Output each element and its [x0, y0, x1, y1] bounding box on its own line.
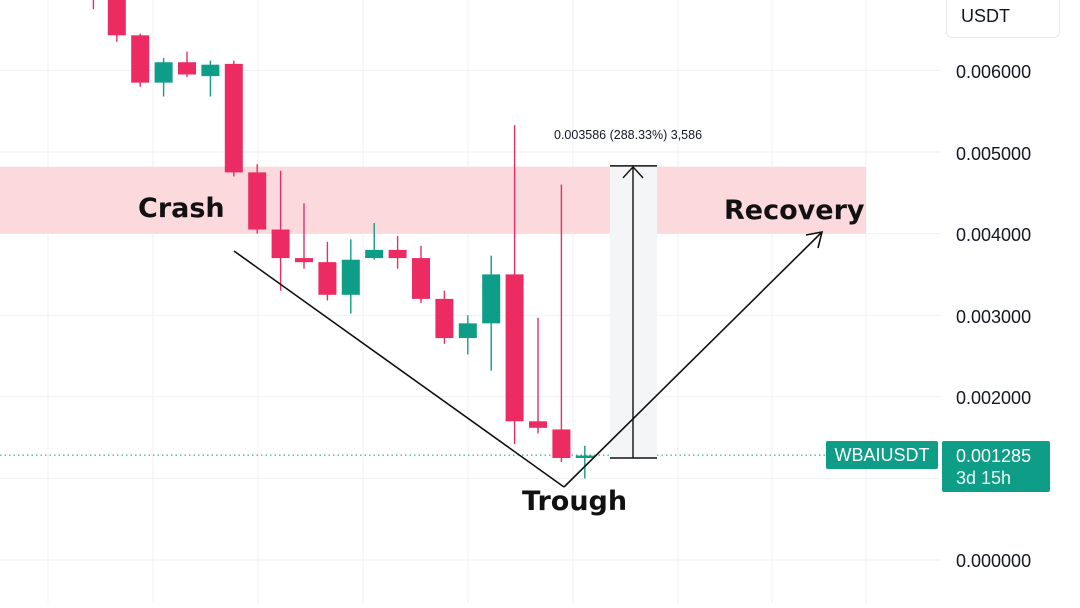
- candle-body: [271, 229, 290, 259]
- candle-up: [154, 58, 173, 97]
- candle-body: [154, 62, 173, 83]
- resistance-zone: [0, 166, 866, 234]
- candle-body: [529, 421, 547, 428]
- candle-down: [318, 241, 337, 301]
- candle-down: [271, 170, 290, 291]
- candle-down: [248, 164, 267, 234]
- candle-up: [458, 315, 477, 355]
- candle-body: [318, 262, 337, 295]
- candles[interactable]: [61, 0, 594, 479]
- recovery-arrow-head: [805, 230, 824, 249]
- candle-down: [92, 0, 95, 10]
- candle-down: [552, 184, 571, 463]
- candle-down: [131, 33, 150, 87]
- recovery-label: Recovery: [724, 195, 865, 226]
- candle-up: [575, 445, 594, 479]
- price-label: 0.004000: [956, 225, 1031, 245]
- candle-body: [505, 274, 524, 422]
- candle-body: [365, 249, 384, 259]
- crash-label: Crash: [138, 193, 225, 224]
- candle-body: [575, 455, 594, 458]
- candle-body: [131, 35, 150, 83]
- annotations: Crash Trough Recovery 0.003586 (288.33%)…: [138, 128, 865, 517]
- trend-drawings: [233, 230, 824, 488]
- candle-down: [505, 125, 524, 445]
- price-label: 0.002000: [956, 388, 1031, 408]
- candle-body: [435, 298, 454, 339]
- ticker-symbol-badge: WBAIUSDT: [826, 441, 938, 469]
- candle-body: [341, 259, 360, 295]
- measurement-label: 0.003586 (288.33%) 3,586: [554, 128, 702, 142]
- candle-body: [178, 62, 196, 75]
- candle-body: [458, 323, 477, 339]
- grid-lines: [0, 0, 940, 603]
- candle-body: [224, 63, 243, 173]
- candle-down: [529, 317, 547, 434]
- candle-up: [482, 255, 501, 371]
- candle-body: [388, 249, 407, 259]
- candle-down: [224, 60, 243, 177]
- candle-body: [295, 258, 313, 263]
- candle-body: [107, 0, 126, 36]
- candle-down: [178, 51, 196, 77]
- price-label: 0.000000: [956, 551, 1031, 571]
- candle-down: [295, 203, 313, 269]
- zone-band: [0, 166, 866, 234]
- candle-body: [412, 258, 430, 299]
- candle-body: [482, 274, 501, 324]
- price-label: 0.003000: [956, 307, 1031, 327]
- candle-up: [201, 60, 220, 97]
- candle-body: [552, 429, 571, 458]
- crash-trend-line: [233, 250, 565, 488]
- candle-down: [388, 236, 407, 269]
- candle-up: [365, 222, 384, 260]
- price-label: 0.006000: [956, 62, 1031, 82]
- candle-up: [341, 239, 360, 314]
- price-label: 0.005000: [956, 144, 1031, 164]
- currency-selector[interactable]: USDT: [946, 0, 1060, 38]
- candle-body: [248, 172, 267, 230]
- measurement-arrow-head: [622, 165, 644, 179]
- trough-label: Trough: [522, 486, 627, 517]
- price-range-measurement: [610, 165, 657, 459]
- candle-down: [412, 245, 430, 303]
- last-price-value: 0.001285: [956, 446, 1032, 466]
- candle-down: [107, 0, 126, 42]
- bar-countdown: 3d 15h: [956, 468, 1012, 488]
- last-price-badge: 0.001285 3d 15h: [942, 441, 1050, 492]
- candle-body: [201, 64, 220, 77]
- candle-down: [435, 290, 454, 344]
- price-axis[interactable]: 0.006000 0.005000 0.004000 0.003000 0.00…: [956, 62, 1031, 571]
- recovery-trend-line: [563, 231, 823, 488]
